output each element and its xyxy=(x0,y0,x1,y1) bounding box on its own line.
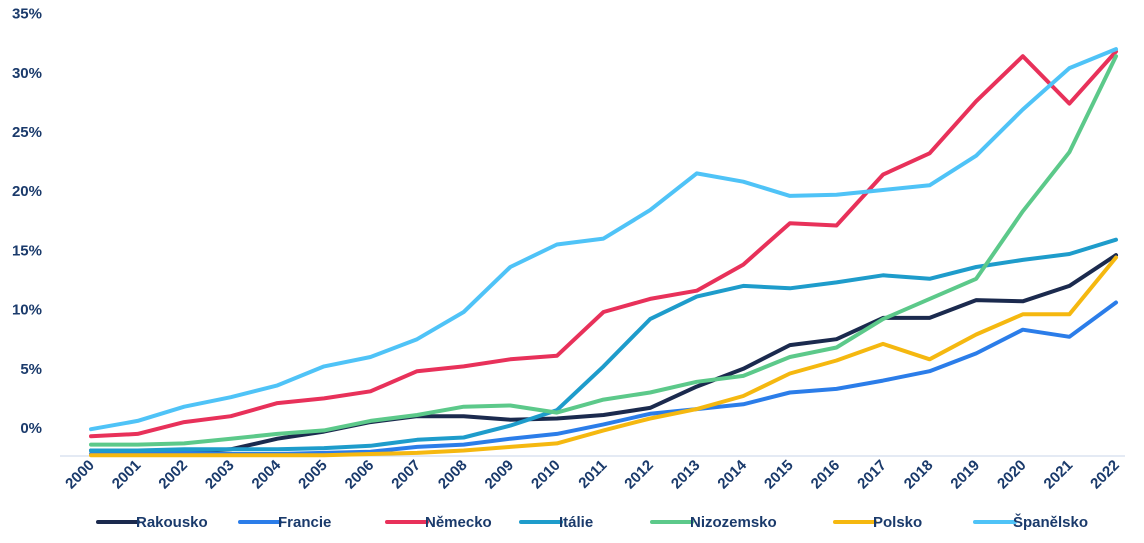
y-tick-label: 0% xyxy=(20,420,42,437)
y-tick-label: 25% xyxy=(12,124,42,141)
x-tick-label: 2010 xyxy=(528,457,564,493)
y-tick-label: 35% xyxy=(12,6,42,23)
legend-label: Španělsko xyxy=(1013,513,1088,531)
x-tick-label: 2019 xyxy=(947,457,983,493)
x-tick-label: 2000 xyxy=(62,457,98,493)
x-tick-label: 2015 xyxy=(761,457,797,493)
y-tick-label: 20% xyxy=(12,183,42,200)
legend-label: Francie xyxy=(278,514,331,531)
y-tick-label: 5% xyxy=(20,361,42,378)
legend: Rakousko Francie Německo Itálie Nizozemsko Po… xyxy=(96,513,1088,531)
x-tick-label: 2013 xyxy=(668,457,704,493)
x-tick-label: 2016 xyxy=(808,457,844,493)
legend-label: Německo xyxy=(425,514,492,531)
x-tick-label: 2012 xyxy=(621,457,657,493)
y-axis-ticks: 0% 5% 10% 15% 20% 25% 30% 35% xyxy=(12,6,42,437)
x-tick-label: 2002 xyxy=(155,457,191,493)
x-tick-label: 2018 xyxy=(901,457,937,493)
x-tick-label: 2004 xyxy=(249,456,285,492)
x-tick-label: 2020 xyxy=(994,457,1030,493)
series-line-rakousko xyxy=(89,253,1118,454)
legend-item-německo: Německo xyxy=(385,514,492,531)
x-tick-label: 2006 xyxy=(342,457,378,493)
legend-item-itálie: Itálie xyxy=(519,514,593,531)
legend-label: Polsko xyxy=(873,514,922,531)
series-line-nizozemsko xyxy=(89,54,1118,447)
y-tick-label: 15% xyxy=(12,242,42,259)
series-lines xyxy=(89,47,1118,458)
x-tick-label: 2008 xyxy=(435,457,471,493)
x-tick-label: 2003 xyxy=(202,457,238,493)
series-line-německo xyxy=(89,49,1118,439)
series-line-itálie xyxy=(89,237,1118,453)
legend-item-francie: Francie xyxy=(238,514,331,531)
x-tick-label: 2014 xyxy=(714,456,750,492)
y-tick-label: 30% xyxy=(12,65,42,82)
x-axis-ticks: 2000 2001 2002 2003 2004 2005 2006 2007 2008 2009… xyxy=(62,456,1123,492)
legend-item-nizozemsko: Nizozemsko xyxy=(650,514,777,531)
legend-label: Rakousko xyxy=(136,514,208,531)
x-tick-label: 2007 xyxy=(388,457,424,493)
legend-label: Nizozemsko xyxy=(690,514,777,531)
x-tick-label: 2021 xyxy=(1041,457,1077,493)
y-tick-label: 10% xyxy=(12,302,42,319)
legend-item-polsko: Polsko xyxy=(833,514,922,531)
x-tick-label: 2005 xyxy=(295,457,331,493)
x-tick-label: 2022 xyxy=(1087,457,1123,493)
legend-item-rakousko: Rakousko xyxy=(96,514,208,531)
x-tick-label: 2009 xyxy=(482,457,518,493)
x-tick-label: 2001 xyxy=(109,457,145,493)
series-line-španělsko xyxy=(89,47,1118,432)
x-tick-label: 2011 xyxy=(575,457,610,492)
legend-item-španělsko: Španělsko xyxy=(973,513,1088,531)
series-line-polsko xyxy=(89,255,1118,458)
x-tick-label: 2017 xyxy=(854,457,890,493)
legend-label: Itálie xyxy=(559,514,593,531)
